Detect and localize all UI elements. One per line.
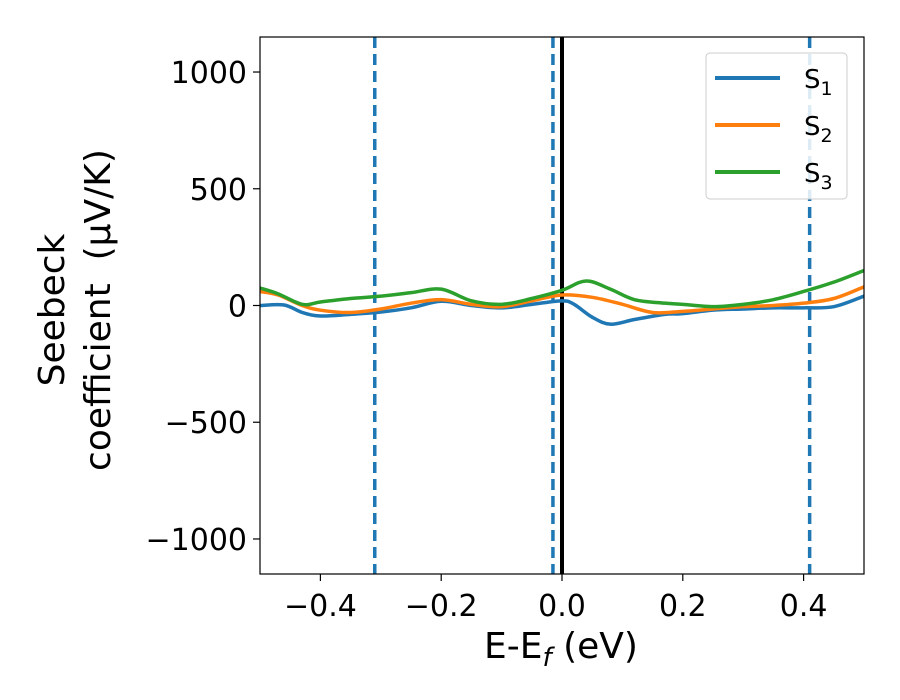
x-axis-label: E-Ef (eV) (484, 626, 638, 673)
x-tick-label: 0.2 (659, 589, 707, 624)
y-tick-label: −500 (165, 406, 247, 441)
legend-label: S3 (804, 159, 833, 194)
legend-item-s1: S1 (715, 65, 833, 100)
y-axis-ticks: −1000 −500 0 500 1000 (146, 56, 260, 558)
x-tick-label: 0.4 (780, 589, 828, 624)
series-line-s3 (260, 268, 864, 309)
x-axis-label-main: E-E (484, 626, 542, 667)
y-tick-label: −1000 (146, 523, 247, 558)
series-line-s1 (260, 294, 864, 326)
y-tick-label: 0 (228, 290, 247, 325)
x-tick-label: 0.0 (538, 589, 586, 624)
legend-item-s2: S2 (715, 112, 833, 147)
legend-label: S2 (804, 112, 833, 147)
x-axis-ticks: −0.4 −0.2 0.0 0.2 0.4 (284, 574, 827, 624)
legend-label: S1 (804, 65, 833, 100)
x-tick-label: −0.4 (284, 589, 357, 624)
y-tick-label: 500 (190, 173, 247, 208)
series-line-s2 (260, 285, 864, 315)
x-tick-label: −0.2 (405, 589, 478, 624)
data-series (260, 268, 864, 326)
legend: S1 S2 S3 (705, 52, 848, 200)
y-axis-label-line1: Seebeck (32, 233, 73, 386)
y-axis-label-line2: coefficient (μV/K) (78, 149, 119, 471)
x-axis-label-suffix: (eV) (552, 626, 638, 667)
y-tick-label: 1000 (171, 56, 247, 91)
legend-item-s3: S3 (715, 159, 833, 194)
